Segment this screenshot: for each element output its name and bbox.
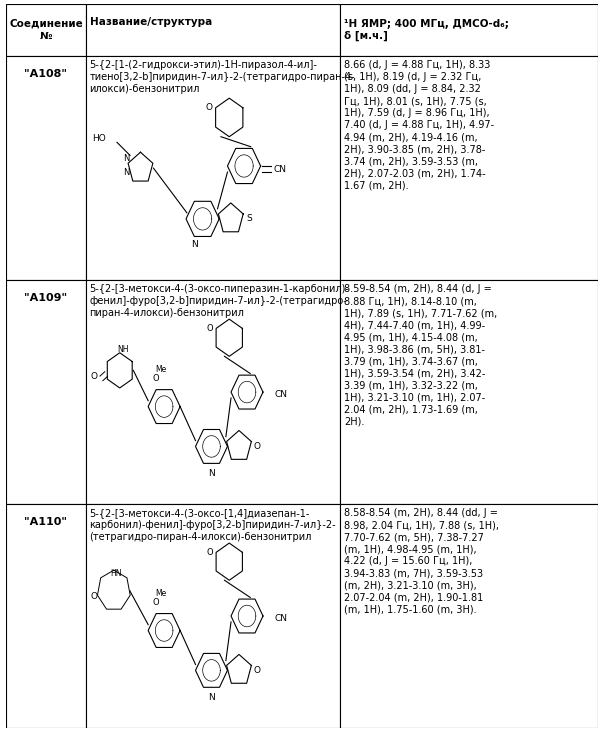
Bar — [341, 4, 598, 56]
Text: CN: CN — [275, 613, 288, 623]
Bar — [6, 56, 86, 280]
Text: O: O — [153, 598, 159, 607]
Bar — [341, 504, 598, 728]
Text: NH: NH — [117, 346, 129, 354]
Text: O: O — [206, 324, 213, 333]
Text: O: O — [205, 103, 212, 112]
Text: HN: HN — [111, 569, 122, 578]
Bar — [86, 280, 341, 504]
Text: 8.58-8.54 (m, 2H), 8.44 (dd, J =
8.98, 2.04 Гц, 1H), 7.88 (s, 1H),
7.70-7.62 (m,: 8.58-8.54 (m, 2H), 8.44 (dd, J = 8.98, 2… — [344, 508, 499, 614]
Text: 5-{2-[3-метокси-4-(3-оксо-пиперазин-1-карбонил)-
фенил]-фуро[3,2-b]пиридин-7-ил}: 5-{2-[3-метокси-4-(3-оксо-пиперазин-1-ка… — [89, 284, 349, 318]
Text: N: N — [191, 241, 198, 250]
Text: N: N — [208, 468, 215, 478]
Text: O: O — [254, 442, 261, 451]
Text: CN: CN — [274, 165, 287, 174]
Text: O: O — [91, 372, 98, 381]
Bar — [86, 504, 341, 728]
Text: O: O — [254, 666, 261, 675]
Text: O: O — [153, 374, 159, 383]
Text: N: N — [123, 168, 129, 177]
Text: ¹H ЯМР; 400 МГц, ДМСО-d₆;
δ [м.ч.]: ¹H ЯМР; 400 МГц, ДМСО-d₆; δ [м.ч.] — [344, 19, 509, 41]
Text: "A110": "A110" — [25, 517, 68, 527]
Bar — [6, 4, 86, 56]
Text: CN: CN — [275, 389, 288, 399]
Text: O: O — [90, 592, 97, 601]
Text: S: S — [246, 214, 252, 223]
Text: HO: HO — [92, 133, 106, 143]
Bar — [341, 280, 598, 504]
Bar — [86, 56, 341, 280]
Text: Me: Me — [155, 589, 167, 598]
Text: 8.66 (d, J = 4.88 Гц, 1H), 8.33
(s, 1H), 8.19 (d, J = 2.32 Гц,
1H), 8.09 (dd, J : 8.66 (d, J = 4.88 Гц, 1H), 8.33 (s, 1H),… — [344, 60, 494, 190]
Bar — [341, 56, 598, 280]
Text: Название/структура: Название/структура — [89, 17, 212, 27]
Bar — [86, 4, 341, 56]
Text: N: N — [123, 154, 129, 163]
Text: "A109": "A109" — [24, 293, 68, 303]
Bar — [6, 504, 86, 728]
Text: "A108": "A108" — [25, 69, 68, 79]
Text: 5-{2-[1-(2-гидрокси-этил)-1H-пиразол-4-ил]-
тиено[3,2-b]пиридин-7-ил}-2-(тетраги: 5-{2-[1-(2-гидрокси-этил)-1H-пиразол-4-и… — [89, 60, 355, 94]
Bar — [6, 280, 86, 504]
Text: 5-{2-[3-метокси-4-(3-оксо-[1,4]диазепан-1-
карбонил)-фенил]-фуро[3,2-b]пиридин-7: 5-{2-[3-метокси-4-(3-оксо-[1,4]диазепан-… — [89, 508, 336, 542]
Text: N: N — [208, 692, 215, 702]
Text: Соединение
№: Соединение № — [9, 19, 83, 40]
Text: 8.59-8.54 (m, 2H), 8.44 (d, J =
8.88 Гц, 1H), 8.14-8.10 (m,
1H), 7.89 (s, 1H), 7: 8.59-8.54 (m, 2H), 8.44 (d, J = 8.88 Гц,… — [344, 284, 497, 426]
Text: O: O — [206, 548, 213, 557]
Text: Me: Me — [155, 365, 167, 374]
